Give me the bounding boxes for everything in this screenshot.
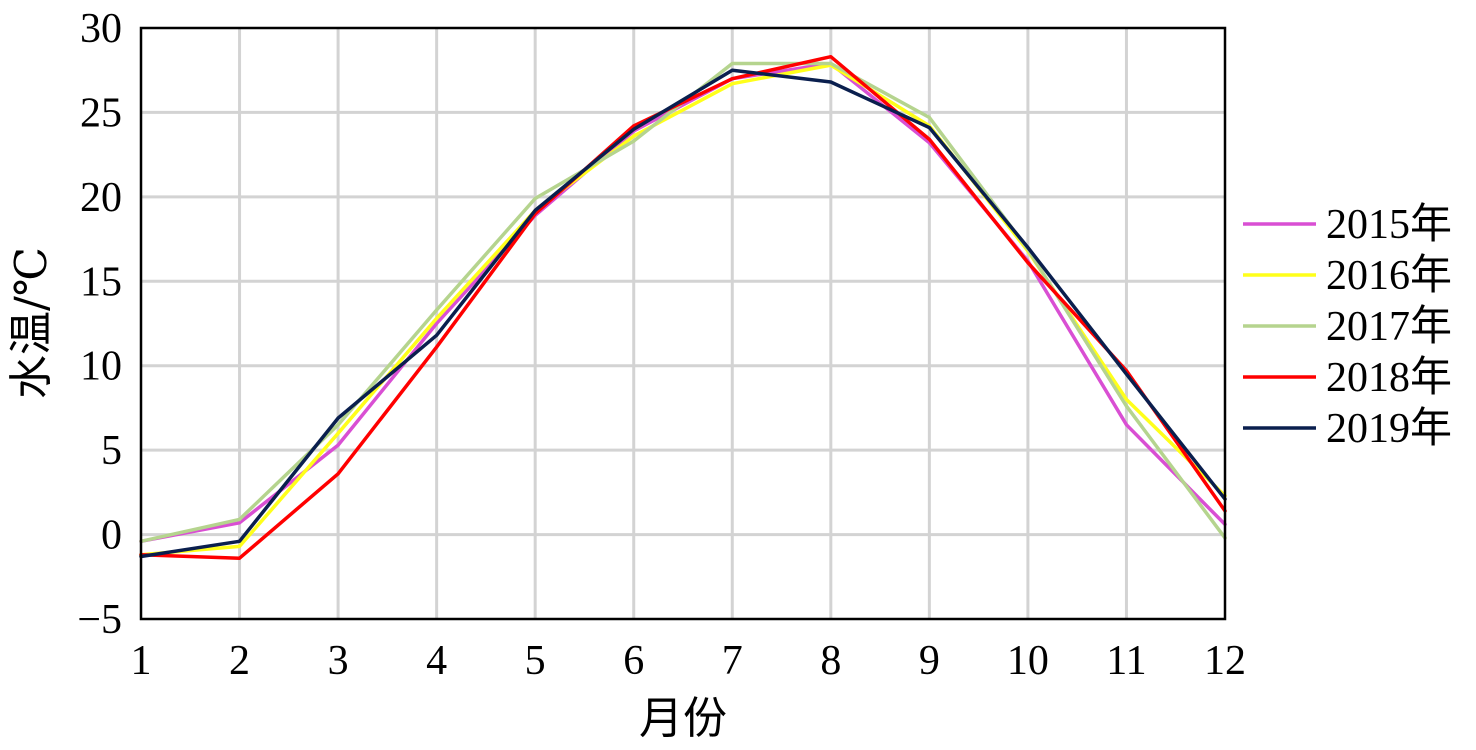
- x-tick-label: 10: [1007, 638, 1049, 684]
- legend-item: 2016年: [1243, 252, 1452, 299]
- y-tick-label: 10: [80, 344, 122, 390]
- x-axis-title: 月份: [639, 693, 727, 744]
- series-line-2018年: [139, 54, 1227, 560]
- legend-item: 2019年: [1243, 405, 1452, 452]
- x-axis-tick-labels: 1 2 3 4 5 6 7 8 9 10 11 12: [131, 638, 1247, 684]
- y-tick-label: 5: [101, 428, 122, 474]
- x-tick-label: 1: [131, 638, 152, 684]
- x-tick-label: 12: [1204, 638, 1246, 684]
- y-tick-label: 0: [101, 513, 122, 559]
- y-axis-tick-labels: −5 0 5 10 15 20 25 30: [77, 6, 122, 643]
- y-tick-label: 20: [80, 175, 122, 221]
- legend-label: 2017年: [1326, 303, 1452, 350]
- legend-label: 2019年: [1326, 405, 1452, 452]
- x-tick-label: 7: [722, 638, 743, 684]
- x-tick-label: 4: [426, 638, 447, 684]
- y-tick-label: 30: [80, 6, 122, 52]
- series-line-2016年: [139, 63, 1227, 557]
- x-tick-label: 8: [820, 638, 841, 684]
- y-tick-label: 25: [80, 90, 122, 136]
- x-tick-label: 5: [525, 638, 546, 684]
- legend-label: 2015年: [1326, 201, 1452, 248]
- x-tick-label: 11: [1106, 638, 1146, 684]
- legend-item: 2015年: [1243, 201, 1452, 248]
- legend-item: 2018年: [1243, 354, 1452, 401]
- series-lines: [139, 54, 1227, 560]
- x-tick-label: 6: [623, 638, 644, 684]
- legend-label: 2018年: [1326, 354, 1452, 401]
- gridlines: [141, 28, 1225, 619]
- y-tick-label: −5: [77, 597, 122, 643]
- y-tick-label: 15: [80, 259, 122, 305]
- x-tick-label: 2: [229, 638, 250, 684]
- legend-item: 2017年: [1243, 303, 1452, 350]
- x-tick-label: 9: [919, 638, 940, 684]
- series-line-2019年: [139, 68, 1227, 559]
- x-tick-label: 3: [328, 638, 349, 684]
- series-line-2015年: [139, 61, 1227, 544]
- plot-area-frame: [139, 26, 1227, 621]
- y-axis-title: 水温/℃: [6, 247, 57, 399]
- legend-label: 2016年: [1326, 252, 1452, 299]
